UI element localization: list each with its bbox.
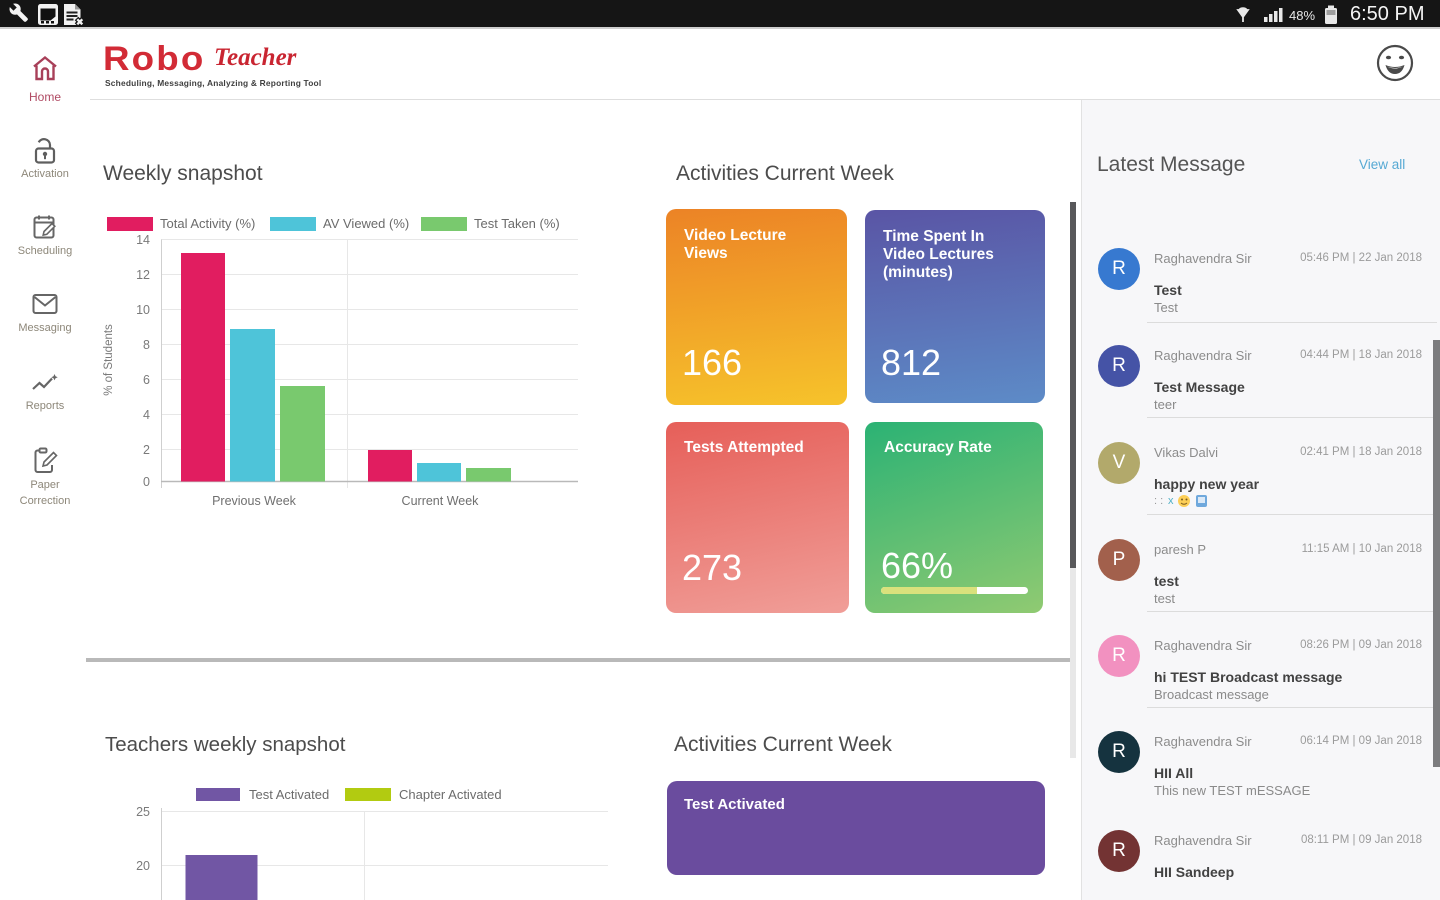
svg-text:48%: 48% xyxy=(1289,8,1315,23)
svg-text:: :: : : xyxy=(1154,495,1163,507)
svg-text:20: 20 xyxy=(136,859,150,873)
svg-text:% of Students: % of Students xyxy=(103,324,115,396)
svg-text:14: 14 xyxy=(136,233,150,247)
svg-text:x: x xyxy=(1168,495,1174,507)
svg-text:25: 25 xyxy=(136,805,150,819)
svg-text:Current Week: Current Week xyxy=(402,494,480,508)
svg-text:4: 4 xyxy=(143,408,150,422)
svg-text:6: 6 xyxy=(143,373,150,387)
svg-text:12: 12 xyxy=(136,268,150,282)
svg-text:8: 8 xyxy=(143,338,150,352)
svg-text:2: 2 xyxy=(143,443,150,457)
svg-text:Previous Week: Previous Week xyxy=(212,494,297,508)
svg-text:10: 10 xyxy=(136,303,150,317)
svg-text:0: 0 xyxy=(143,475,150,489)
